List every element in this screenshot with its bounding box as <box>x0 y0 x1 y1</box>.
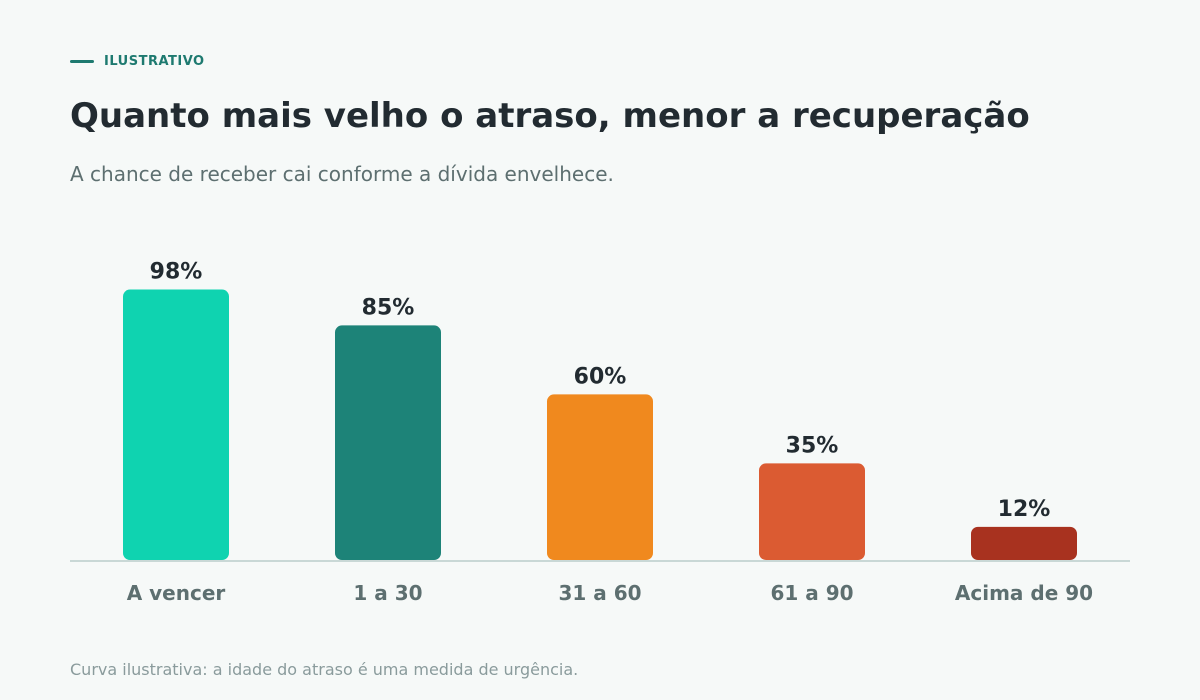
category-label: 31 a 60 <box>558 581 641 605</box>
chart-subtitle: A chance de receber cai conforme a dívid… <box>70 162 614 186</box>
bar-value-label: 12% <box>998 497 1051 522</box>
footnote: Curva ilustrativa: a idade do atraso é u… <box>70 660 579 679</box>
eyebrow: ILUSTRATIVO <box>70 54 205 69</box>
bar-value-label: 60% <box>574 364 627 389</box>
category-label: A vencer <box>127 581 226 605</box>
bar <box>123 289 229 560</box>
bar <box>335 325 441 560</box>
category-label: 61 a 90 <box>770 581 853 605</box>
bar-value-label: 85% <box>362 295 415 320</box>
bar <box>759 463 865 560</box>
chart-title: Quanto mais velho o atraso, menor a recu… <box>70 96 1030 136</box>
bar <box>547 394 653 560</box>
bar-value-label: 35% <box>786 433 839 458</box>
eyebrow-accent-line <box>70 60 94 63</box>
bar-value-label: 98% <box>150 260 203 285</box>
category-label: Acima de 90 <box>955 581 1093 605</box>
eyebrow-label: ILUSTRATIVO <box>104 54 205 69</box>
bar <box>971 526 1077 560</box>
category-label: 1 a 30 <box>353 581 422 605</box>
